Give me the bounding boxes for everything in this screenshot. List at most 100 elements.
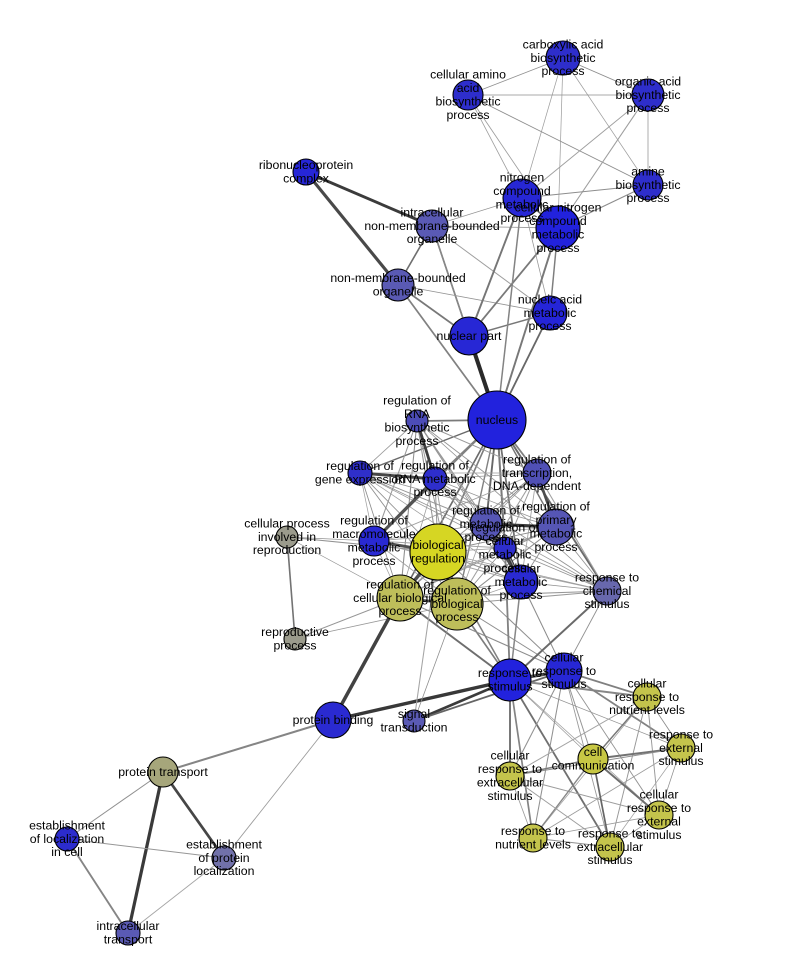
svg-text:extracellular: extracellular xyxy=(577,840,643,854)
svg-text:biosynthetic: biosynthetic xyxy=(616,88,681,102)
svg-text:establishment: establishment xyxy=(29,818,105,832)
svg-text:gene expression: gene expression xyxy=(315,473,405,487)
svg-text:process: process xyxy=(413,485,456,499)
svg-text:stimulus: stimulus xyxy=(487,680,532,694)
svg-text:stimulus: stimulus xyxy=(587,853,632,867)
svg-text:in cell: in cell xyxy=(51,845,82,859)
svg-text:of localization: of localization xyxy=(30,832,105,846)
svg-text:nitrogen: nitrogen xyxy=(500,171,545,185)
svg-text:of protein: of protein xyxy=(198,851,249,865)
svg-text:process: process xyxy=(435,610,478,624)
svg-text:response to: response to xyxy=(501,824,565,838)
svg-text:transport: transport xyxy=(104,933,153,947)
svg-text:organelle: organelle xyxy=(373,285,424,299)
svg-text:primary: primary xyxy=(536,513,578,527)
svg-text:process: process xyxy=(626,101,669,115)
svg-text:biosynthetic: biosynthetic xyxy=(531,51,596,65)
svg-text:response to: response to xyxy=(575,570,639,584)
svg-text:cellular nitrogen: cellular nitrogen xyxy=(515,201,602,215)
svg-text:organelle: organelle xyxy=(407,232,458,246)
svg-text:compound: compound xyxy=(529,214,587,228)
svg-text:non-membrane-bounded: non-membrane-bounded xyxy=(330,271,466,285)
svg-text:extracellular: extracellular xyxy=(477,776,543,790)
svg-text:RNA metabolic: RNA metabolic xyxy=(394,472,475,486)
svg-text:communication: communication xyxy=(552,759,635,773)
svg-text:organic acid: organic acid xyxy=(615,74,681,88)
svg-text:acid: acid xyxy=(457,81,480,95)
svg-text:regulation of: regulation of xyxy=(401,458,469,472)
svg-text:process: process xyxy=(395,434,438,448)
svg-text:cellular: cellular xyxy=(486,534,525,548)
svg-text:cellular: cellular xyxy=(640,788,679,802)
svg-text:stimulus: stimulus xyxy=(636,828,681,842)
svg-text:regulation of: regulation of xyxy=(452,503,520,517)
svg-text:regulation of: regulation of xyxy=(471,521,539,535)
svg-text:establishment: establishment xyxy=(186,837,262,851)
svg-text:process: process xyxy=(446,108,489,122)
svg-text:compound: compound xyxy=(493,184,551,198)
svg-text:metabolic: metabolic xyxy=(532,228,585,242)
svg-text:regulation of: regulation of xyxy=(366,577,434,591)
svg-text:macromolecule: macromolecule xyxy=(332,527,416,541)
svg-text:response to: response to xyxy=(532,664,596,678)
svg-text:intracellular: intracellular xyxy=(97,919,160,933)
svg-text:stimulus: stimulus xyxy=(541,677,586,691)
svg-text:regulation of: regulation of xyxy=(503,452,571,466)
svg-text:regulation of: regulation of xyxy=(522,500,590,514)
svg-text:cellular process: cellular process xyxy=(244,516,329,530)
svg-text:response to: response to xyxy=(627,801,691,815)
svg-text:cellular: cellular xyxy=(545,650,584,664)
svg-text:process: process xyxy=(378,604,421,618)
svg-text:biological: biological xyxy=(412,538,463,552)
svg-text:cellular: cellular xyxy=(628,676,667,690)
svg-text:regulation of: regulation of xyxy=(383,394,451,408)
svg-text:response to: response to xyxy=(649,727,713,741)
svg-text:regulation of: regulation of xyxy=(340,514,408,528)
svg-text:signal: signal xyxy=(398,707,430,721)
svg-text:process: process xyxy=(541,64,584,78)
svg-text:localization: localization xyxy=(194,864,255,878)
svg-text:nutrient levels: nutrient levels xyxy=(495,838,571,852)
svg-text:transcription,: transcription, xyxy=(502,466,572,480)
svg-text:cellular: cellular xyxy=(491,749,530,763)
svg-text:response to: response to xyxy=(615,690,679,704)
svg-text:intracellular: intracellular xyxy=(401,205,464,219)
svg-text:carboxylic acid: carboxylic acid xyxy=(523,37,604,51)
svg-text:metabolic: metabolic xyxy=(479,548,532,562)
svg-text:biosynthetic: biosynthetic xyxy=(436,95,501,109)
svg-text:metabolic: metabolic xyxy=(524,306,577,320)
svg-text:process: process xyxy=(534,540,577,554)
svg-text:response to: response to xyxy=(478,762,542,776)
svg-text:metabolic: metabolic xyxy=(495,575,548,589)
svg-text:amine: amine xyxy=(631,164,665,178)
svg-text:regulation: regulation xyxy=(411,552,465,566)
svg-text:reproductive: reproductive xyxy=(261,625,329,639)
svg-text:process: process xyxy=(536,241,579,255)
svg-text:complex: complex xyxy=(283,172,330,186)
svg-text:nuclear part: nuclear part xyxy=(437,329,503,343)
svg-text:chemical: chemical xyxy=(583,584,632,598)
svg-text:process: process xyxy=(352,554,395,568)
svg-text:transduction: transduction xyxy=(381,721,448,735)
svg-text:stimulus: stimulus xyxy=(658,754,703,768)
svg-text:non-membrane-bounded: non-membrane-bounded xyxy=(364,219,500,233)
svg-text:metabolic: metabolic xyxy=(348,541,401,555)
svg-text:biosynthetic: biosynthetic xyxy=(385,421,450,435)
svg-text:nutrient levels: nutrient levels xyxy=(609,703,685,717)
svg-text:ribonucleoprotein: ribonucleoprotein xyxy=(259,158,354,172)
svg-text:DNA-dependent: DNA-dependent xyxy=(493,479,582,493)
svg-text:process: process xyxy=(273,639,316,653)
svg-text:process: process xyxy=(499,588,542,602)
svg-text:nucleus: nucleus xyxy=(476,413,518,427)
svg-text:cellular: cellular xyxy=(502,561,541,575)
svg-text:cellular amino: cellular amino xyxy=(430,68,506,82)
svg-text:external: external xyxy=(637,815,681,829)
svg-text:process: process xyxy=(528,319,571,333)
svg-text:response to: response to xyxy=(578,826,642,840)
svg-text:external: external xyxy=(659,741,703,755)
svg-text:stimulus: stimulus xyxy=(584,597,629,611)
svg-text:cell: cell xyxy=(584,745,602,759)
svg-text:nucleic acid: nucleic acid xyxy=(518,292,582,306)
svg-text:RNA: RNA xyxy=(404,407,431,421)
svg-text:stimulus: stimulus xyxy=(487,789,532,803)
